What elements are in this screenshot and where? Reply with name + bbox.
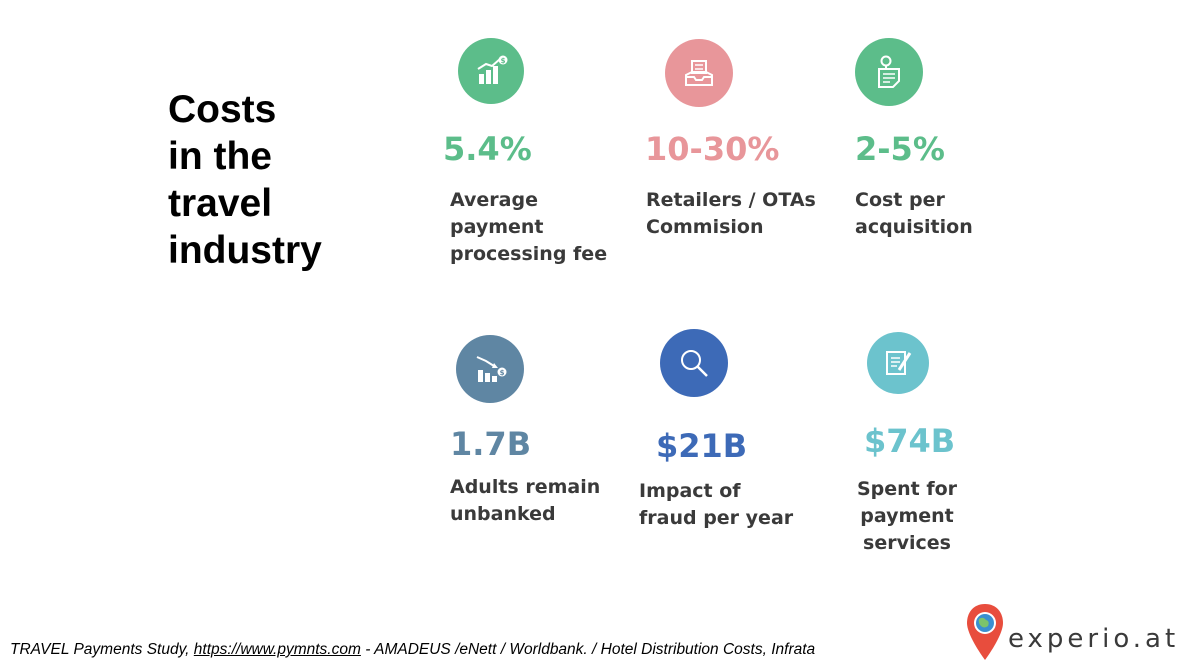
stat-description-line: processing fee (450, 243, 608, 265)
stat-description-line: payment (860, 505, 954, 527)
stat-description-line: acquisition (855, 216, 973, 238)
stat-description-line: payment (450, 216, 544, 238)
stat-value: $21B (656, 427, 748, 465)
slide-title: Costs in the travel industry (168, 86, 322, 274)
svg-text:$: $ (500, 369, 505, 377)
stat-value: 5.4% (443, 130, 532, 168)
stat-description-line: services (863, 532, 951, 554)
source-link[interactable]: https://www.pymnts.com (193, 641, 361, 658)
stat-description: Impact of fraud per year (639, 478, 793, 532)
stat-description-line: Impact of (639, 480, 741, 502)
decline-chart-icon: $ (456, 335, 524, 403)
stat-description-line: Adults remain (450, 476, 601, 498)
stat-value: 2-5% (855, 130, 945, 168)
stat-description-line: Retailers / OTAs (646, 189, 816, 211)
stat-description-line: Commision (646, 216, 764, 238)
growth-chart-icon: $ (458, 38, 524, 104)
footnote-prefix: TRAVEL Payments Study, (10, 641, 194, 658)
stat-description-line: Spent for (856, 478, 958, 500)
inbox-tray-icon (665, 39, 733, 107)
stat-value: 1.7B (450, 425, 532, 463)
stat-value: $74B (864, 422, 956, 460)
svg-text:$: $ (501, 57, 506, 65)
title-line: Costs (168, 88, 277, 131)
stat-description: Adults remain unbanked (450, 474, 600, 528)
footnote-suffix: - AMADEUS /eNett / Worldbank. / Hotel Di… (360, 641, 816, 658)
stat-description-line: unbanked (450, 503, 556, 525)
brand-wordmark: experio.at (1008, 624, 1180, 654)
clipboard-icon (855, 38, 923, 106)
stat-description-line: Average (450, 189, 538, 211)
magnifier-icon (660, 329, 728, 397)
stat-description: Retailers / OTAs Commision (646, 187, 816, 241)
stat-description: Average payment processing fee (450, 187, 607, 268)
stat-description: Cost per acquisition (855, 187, 973, 241)
title-line: travel (168, 182, 273, 225)
title-line: in the (168, 135, 272, 178)
source-footnote: TRAVEL Payments Study, https://www.pymnt… (10, 640, 815, 660)
map-pin-logo-icon (967, 604, 1003, 660)
document-pen-icon (867, 332, 929, 394)
stat-description-line: Cost per (855, 189, 945, 211)
stat-value: 10-30% (645, 130, 780, 168)
stat-description-line: fraud per year (639, 507, 794, 529)
stat-description: Spent for payment services (842, 476, 972, 557)
title-line: industry (168, 229, 322, 272)
